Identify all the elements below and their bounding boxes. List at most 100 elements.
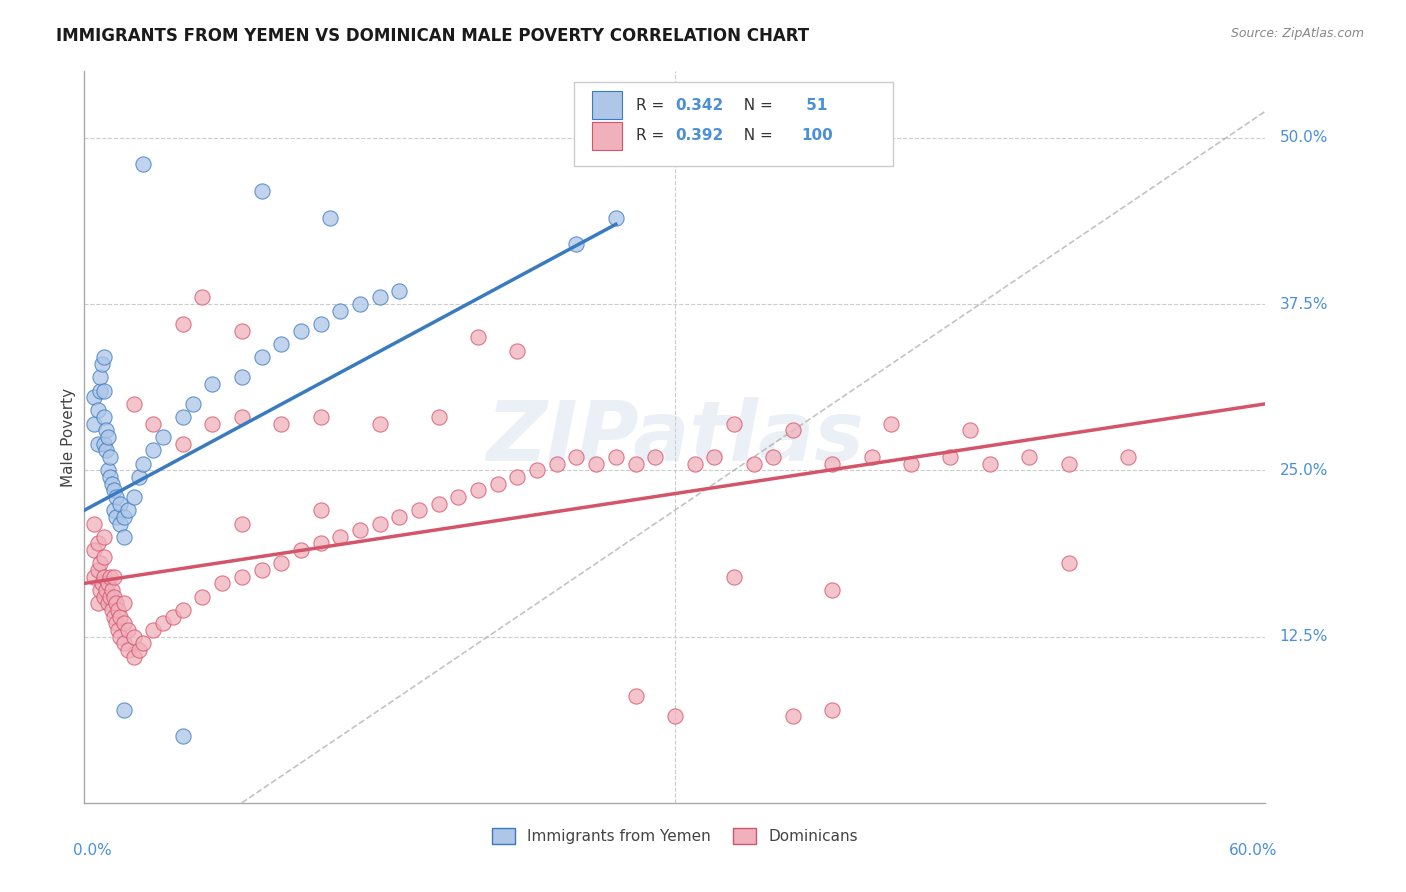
Point xyxy=(87,596,110,610)
Point xyxy=(103,609,125,624)
Point xyxy=(132,636,155,650)
Text: 50.0%: 50.0% xyxy=(1279,130,1327,145)
Point xyxy=(191,290,214,304)
Point xyxy=(112,636,135,650)
Point xyxy=(104,509,127,524)
Point xyxy=(142,623,165,637)
Point xyxy=(506,343,529,358)
Point xyxy=(1057,457,1080,471)
Point xyxy=(1018,450,1040,464)
Point xyxy=(605,450,627,464)
Point xyxy=(368,417,391,431)
Text: R =: R = xyxy=(636,97,669,112)
Text: 25.0%: 25.0% xyxy=(1279,463,1327,478)
Point xyxy=(624,690,647,704)
Point xyxy=(89,557,111,571)
Point xyxy=(821,703,844,717)
Point xyxy=(172,603,194,617)
Point xyxy=(142,443,165,458)
Text: R =: R = xyxy=(636,128,669,144)
Text: 0.0%: 0.0% xyxy=(73,843,111,858)
Point xyxy=(93,549,115,564)
Point xyxy=(900,457,922,471)
Point xyxy=(1057,557,1080,571)
Point xyxy=(191,590,214,604)
Point xyxy=(742,457,765,471)
Point xyxy=(309,410,332,425)
Point xyxy=(152,616,174,631)
Point xyxy=(565,237,588,252)
Point xyxy=(526,463,548,477)
Point xyxy=(97,596,120,610)
Point xyxy=(122,630,145,644)
Point xyxy=(880,417,903,431)
Point xyxy=(162,609,184,624)
Point xyxy=(93,530,115,544)
Bar xyxy=(592,91,621,119)
Text: ZIPatlas: ZIPatlas xyxy=(486,397,863,477)
Point xyxy=(467,483,489,498)
Point xyxy=(349,297,371,311)
Point xyxy=(723,570,745,584)
Point xyxy=(104,490,127,504)
Point xyxy=(152,430,174,444)
Point xyxy=(1116,450,1139,464)
Point xyxy=(83,570,105,584)
Point xyxy=(101,582,124,597)
Point xyxy=(98,470,121,484)
Point xyxy=(703,450,725,464)
Point xyxy=(122,490,145,504)
Point xyxy=(108,609,131,624)
Point xyxy=(250,563,273,577)
Point xyxy=(309,536,332,550)
Point xyxy=(821,582,844,597)
Point xyxy=(93,410,115,425)
Point xyxy=(117,623,139,637)
Point xyxy=(172,317,194,331)
Point xyxy=(103,570,125,584)
Point xyxy=(231,370,253,384)
Point xyxy=(821,457,844,471)
Point xyxy=(211,576,233,591)
Point xyxy=(585,457,607,471)
Point xyxy=(87,436,110,450)
Point xyxy=(112,596,135,610)
Text: 12.5%: 12.5% xyxy=(1279,629,1327,644)
Point xyxy=(97,576,120,591)
Point xyxy=(181,397,204,411)
Point xyxy=(782,709,804,723)
Point xyxy=(624,457,647,471)
Point xyxy=(104,616,127,631)
Point xyxy=(467,330,489,344)
Point xyxy=(128,470,150,484)
Point xyxy=(108,516,131,531)
Point xyxy=(98,450,121,464)
Point xyxy=(447,490,470,504)
Point xyxy=(664,709,686,723)
FancyBboxPatch shape xyxy=(575,82,893,167)
Point xyxy=(368,516,391,531)
Point xyxy=(270,417,292,431)
Point xyxy=(112,703,135,717)
Point xyxy=(506,470,529,484)
Point xyxy=(762,450,785,464)
Point xyxy=(112,616,135,631)
Point xyxy=(101,603,124,617)
Point xyxy=(107,623,129,637)
Point xyxy=(93,436,115,450)
Point xyxy=(329,530,352,544)
Point xyxy=(368,290,391,304)
Point xyxy=(201,417,224,431)
Point xyxy=(93,351,115,365)
Point xyxy=(91,357,114,371)
Point xyxy=(388,509,411,524)
Text: Source: ZipAtlas.com: Source: ZipAtlas.com xyxy=(1230,27,1364,40)
Text: 60.0%: 60.0% xyxy=(1229,843,1277,858)
Point xyxy=(98,590,121,604)
Point xyxy=(89,384,111,398)
Point xyxy=(122,397,145,411)
Point xyxy=(565,450,588,464)
Point xyxy=(319,211,342,225)
Point xyxy=(94,443,117,458)
Point xyxy=(107,603,129,617)
